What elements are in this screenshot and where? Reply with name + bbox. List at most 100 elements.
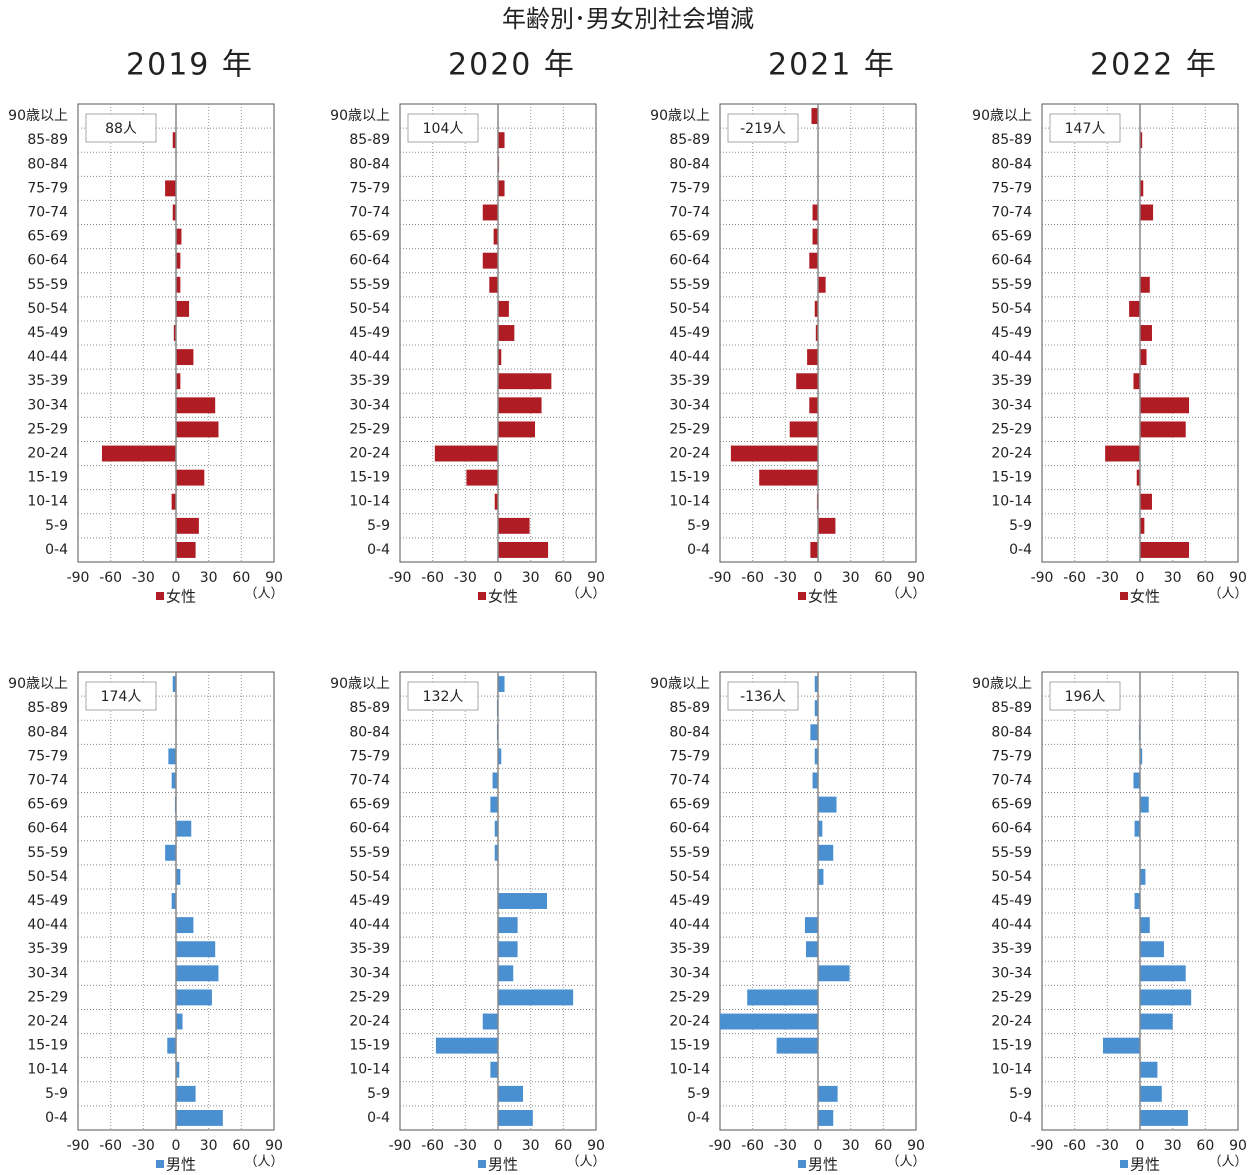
- bar: [101, 445, 176, 462]
- y-tick-label: 75-79: [27, 748, 68, 764]
- bar: [498, 1109, 533, 1126]
- y-tick-label: 85-89: [27, 700, 68, 716]
- y-tick-label: 70-74: [669, 772, 710, 788]
- y-tick-label: 25-29: [991, 989, 1032, 1005]
- y-tick-label: 15-19: [669, 470, 710, 486]
- y-tick-label: 35-39: [991, 373, 1032, 389]
- bar: [818, 796, 837, 813]
- y-tick-label: 20-24: [991, 1014, 1032, 1030]
- legend-label: 男性: [1130, 1156, 1160, 1174]
- y-tick-label: 15-19: [991, 1038, 1032, 1054]
- bar: [173, 325, 176, 341]
- legend-label: 女性: [166, 588, 196, 606]
- annotation-box: [407, 681, 479, 711]
- x-tick-label: 90: [1229, 1138, 1247, 1154]
- bar: [1140, 965, 1186, 982]
- annotation: 174人: [101, 689, 142, 705]
- y-tick-label: 0-4: [45, 1110, 68, 1126]
- bar: [1136, 469, 1140, 486]
- y-tick-label: 65-69: [349, 229, 390, 245]
- y-tick-label: 75-79: [27, 180, 68, 196]
- bar: [498, 132, 505, 149]
- x-tick-label: 60: [1196, 1138, 1214, 1154]
- bar: [1140, 204, 1154, 221]
- bar: [176, 373, 181, 390]
- x-tick-label: 30: [200, 570, 218, 586]
- bar: [498, 517, 530, 534]
- x-tick-label: -60: [1063, 1138, 1086, 1154]
- annotation-box: [727, 113, 799, 143]
- x-tick-label: -90: [709, 1138, 732, 1154]
- annotation-box: [1049, 113, 1121, 143]
- y-tick-label: 25-29: [27, 421, 68, 437]
- bar: [807, 349, 818, 366]
- y-tick-label: 55-59: [991, 277, 1032, 293]
- y-tick-label: 60-64: [27, 821, 68, 837]
- y-tick-label: 30-34: [349, 397, 390, 413]
- annotation-box: [85, 113, 157, 143]
- annotation: 196人: [1065, 689, 1106, 705]
- bar: [498, 1085, 524, 1102]
- bar: [176, 820, 192, 837]
- x-tick-label: 60: [874, 1138, 892, 1154]
- bar: [1140, 325, 1152, 341]
- y-tick-label: 45-49: [27, 893, 68, 909]
- bar: [489, 276, 498, 293]
- bar: [176, 300, 190, 317]
- y-tick-label: 25-29: [669, 989, 710, 1005]
- bar: [176, 1109, 223, 1126]
- bar: [498, 349, 502, 366]
- y-tick-label: 55-59: [669, 277, 710, 293]
- y-tick-label: 55-59: [991, 845, 1032, 861]
- y-tick-label: 60-64: [349, 821, 390, 837]
- bar: [176, 517, 199, 534]
- y-tick-label: 5-9: [687, 1086, 710, 1102]
- y-tick-label: 15-19: [991, 470, 1032, 486]
- x-tick-label: 30: [522, 570, 540, 586]
- y-tick-label: 50-54: [669, 301, 710, 317]
- annotation-box: [407, 113, 479, 143]
- bar: [498, 373, 552, 390]
- bar: [176, 252, 181, 269]
- y-tick-label: 50-54: [349, 869, 390, 885]
- y-tick-label: 50-54: [991, 869, 1032, 885]
- legend-swatch: [1120, 592, 1128, 600]
- y-tick-label: 50-54: [27, 301, 68, 317]
- legend-label: 女性: [1130, 588, 1160, 606]
- bar: [176, 421, 219, 438]
- bar: [814, 300, 818, 317]
- x-tick-label: -30: [132, 1138, 155, 1154]
- bar: [165, 844, 176, 861]
- y-tick-label: 80-84: [349, 724, 390, 740]
- y-tick-label: 0-4: [367, 1110, 390, 1126]
- bar: [818, 276, 826, 293]
- bar: [165, 180, 176, 197]
- x-tick-label: -60: [421, 570, 444, 586]
- x-tick-label: -60: [99, 570, 122, 586]
- x-tick-label: 30: [842, 570, 860, 586]
- bar: [498, 180, 505, 197]
- unit-label: （人）: [886, 1155, 925, 1170]
- x-tick-label: -60: [741, 570, 764, 586]
- y-tick-label: 55-59: [27, 845, 68, 861]
- year-label: 2022 年: [1090, 48, 1218, 83]
- legend-label: 男性: [488, 1156, 518, 1174]
- y-tick-label: 65-69: [349, 797, 390, 813]
- y-tick-label: 50-54: [349, 301, 390, 317]
- y-tick-label: 35-39: [669, 941, 710, 957]
- y-tick-label: 5-9: [367, 518, 390, 534]
- bar: [176, 397, 216, 414]
- x-tick-label: 0: [172, 1138, 181, 1154]
- annotation: 147人: [1065, 121, 1106, 137]
- y-tick-label: 25-29: [27, 989, 68, 1005]
- bar: [498, 397, 542, 414]
- bar: [498, 300, 509, 317]
- x-tick-label: 60: [874, 570, 892, 586]
- y-tick-label: 35-39: [991, 941, 1032, 957]
- unit-label: （人）: [1208, 1155, 1247, 1170]
- y-tick-label: 90歳以上: [8, 108, 68, 124]
- y-tick-label: 0-4: [1009, 1110, 1032, 1126]
- annotation: 104人: [423, 121, 464, 137]
- bar: [434, 445, 498, 462]
- year-label: 2019 年: [126, 48, 254, 83]
